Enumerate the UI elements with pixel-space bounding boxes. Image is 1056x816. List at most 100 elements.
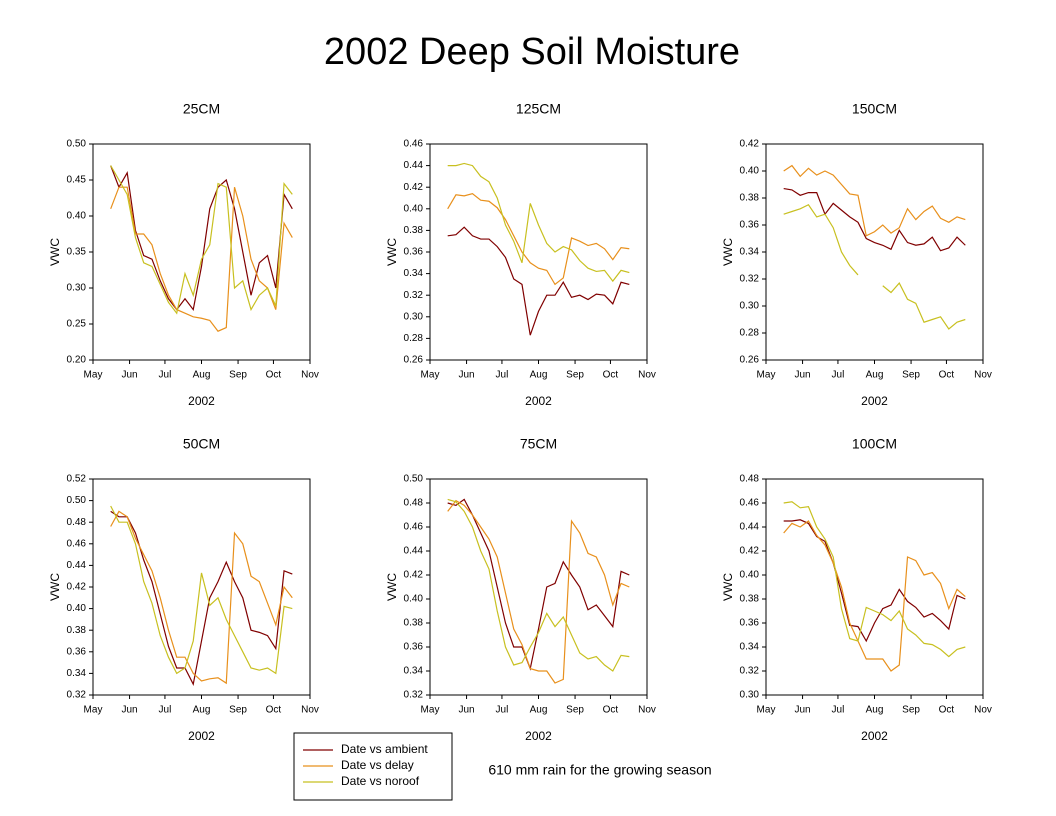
legend-label: Date vs delay bbox=[341, 758, 414, 772]
legend-label: Date vs noroof bbox=[341, 774, 420, 788]
x-tick-label: Jul bbox=[496, 370, 509, 381]
x-tick-label: Oct bbox=[266, 705, 282, 716]
series-line bbox=[110, 505, 293, 675]
x-tick-label: May bbox=[757, 705, 776, 716]
x-tick-label: May bbox=[421, 370, 440, 381]
y-tick-label: 0.44 bbox=[404, 160, 424, 171]
x-tick-label: Jun bbox=[121, 370, 137, 381]
x-tick-label: Nov bbox=[301, 370, 319, 381]
figure-title: 2002 Deep Soil Moisture bbox=[324, 31, 740, 73]
series-line bbox=[783, 203, 966, 330]
y-tick-label: 0.38 bbox=[404, 225, 424, 236]
y-tick-label: 0.36 bbox=[67, 646, 87, 657]
legend-label: Date vs ambient bbox=[341, 742, 428, 756]
y-tick-label: 0.38 bbox=[740, 594, 760, 605]
y-tick-label: 0.46 bbox=[67, 538, 87, 549]
x-tick-label: Sep bbox=[229, 705, 247, 716]
y-tick-label: 0.35 bbox=[67, 247, 87, 258]
y-tick-label: 0.40 bbox=[67, 603, 87, 614]
legend-box bbox=[293, 732, 453, 801]
x-tick-label: Aug bbox=[530, 370, 548, 381]
x-tick-label: Sep bbox=[902, 705, 920, 716]
x-tick-label: Jun bbox=[121, 705, 137, 716]
y-tick-label: 0.36 bbox=[740, 220, 760, 231]
y-tick-label: 0.48 bbox=[404, 498, 424, 509]
x-tick-label: May bbox=[84, 705, 103, 716]
y-tick-label: 0.38 bbox=[67, 625, 87, 636]
y-tick-label: 0.46 bbox=[740, 498, 760, 509]
x-tick-label: Jun bbox=[794, 705, 810, 716]
y-tick-label: 0.20 bbox=[67, 355, 87, 366]
y-axis-label: VWC bbox=[721, 238, 735, 266]
x-tick-label: Jul bbox=[159, 705, 172, 716]
y-tick-label: 0.48 bbox=[740, 474, 760, 485]
x-axis-label: 2002 bbox=[861, 394, 888, 408]
y-tick-label: 0.26 bbox=[740, 355, 760, 366]
x-tick-label: Aug bbox=[193, 705, 211, 716]
series-line bbox=[447, 226, 630, 336]
x-tick-label: Oct bbox=[939, 705, 955, 716]
x-tick-label: Jul bbox=[159, 370, 172, 381]
series-line bbox=[447, 193, 630, 286]
plot-frame bbox=[429, 478, 648, 696]
x-tick-label: Jun bbox=[458, 705, 474, 716]
y-tick-label: 0.36 bbox=[740, 618, 760, 629]
y-tick-label: 0.45 bbox=[67, 175, 87, 186]
y-tick-label: 0.42 bbox=[404, 182, 424, 193]
x-tick-label: Aug bbox=[530, 705, 548, 716]
series-line bbox=[110, 165, 293, 312]
y-tick-label: 0.30 bbox=[740, 301, 760, 312]
x-tick-label: Aug bbox=[193, 370, 211, 381]
x-tick-label: Nov bbox=[974, 705, 992, 716]
y-tick-label: 0.40 bbox=[404, 203, 424, 214]
y-tick-label: 0.34 bbox=[740, 247, 760, 258]
y-tick-label: 0.46 bbox=[404, 139, 424, 150]
series-line bbox=[783, 520, 966, 672]
y-tick-label: 0.50 bbox=[404, 474, 424, 485]
x-tick-label: Nov bbox=[974, 370, 992, 381]
x-axis-label: 2002 bbox=[188, 729, 215, 743]
panel-title: 25CM bbox=[183, 101, 220, 117]
x-tick-label: May bbox=[757, 370, 776, 381]
series-line bbox=[447, 498, 630, 671]
y-tick-label: 0.46 bbox=[404, 522, 424, 533]
x-axis-label: 2002 bbox=[188, 394, 215, 408]
x-axis-label: 2002 bbox=[525, 729, 552, 743]
x-tick-label: Sep bbox=[902, 370, 920, 381]
x-tick-label: Sep bbox=[229, 370, 247, 381]
x-tick-label: Jun bbox=[458, 370, 474, 381]
panel-title: 50CM bbox=[183, 436, 220, 452]
y-axis-label: VWC bbox=[385, 238, 399, 266]
y-tick-label: 0.32 bbox=[67, 690, 87, 701]
series-line bbox=[447, 498, 630, 672]
y-tick-label: 0.32 bbox=[404, 290, 424, 301]
y-axis-label: VWC bbox=[385, 573, 399, 601]
series-line bbox=[110, 510, 293, 687]
series-line bbox=[783, 501, 966, 658]
y-tick-label: 0.36 bbox=[404, 642, 424, 653]
y-tick-label: 0.38 bbox=[404, 618, 424, 629]
x-tick-label: Aug bbox=[866, 705, 884, 716]
y-tick-label: 0.50 bbox=[67, 139, 87, 150]
y-tick-label: 0.38 bbox=[740, 193, 760, 204]
x-axis-label: 2002 bbox=[861, 729, 888, 743]
y-tick-label: 0.32 bbox=[740, 666, 760, 677]
x-tick-label: Nov bbox=[301, 705, 319, 716]
series-line bbox=[783, 187, 966, 252]
y-tick-label: 0.34 bbox=[740, 642, 760, 653]
plot-frame bbox=[765, 478, 984, 696]
y-tick-label: 0.34 bbox=[404, 268, 424, 279]
x-tick-label: Oct bbox=[266, 370, 282, 381]
x-tick-label: Jun bbox=[794, 370, 810, 381]
y-axis-label: VWC bbox=[48, 238, 62, 266]
x-tick-label: Nov bbox=[638, 370, 656, 381]
y-tick-label: 0.36 bbox=[404, 247, 424, 258]
series-line bbox=[110, 510, 293, 685]
y-tick-label: 0.30 bbox=[404, 311, 424, 322]
x-tick-label: Oct bbox=[603, 370, 619, 381]
y-axis-label: VWC bbox=[48, 573, 62, 601]
y-tick-label: 0.42 bbox=[67, 582, 87, 593]
y-tick-label: 0.30 bbox=[740, 690, 760, 701]
y-tick-label: 0.26 bbox=[404, 355, 424, 366]
